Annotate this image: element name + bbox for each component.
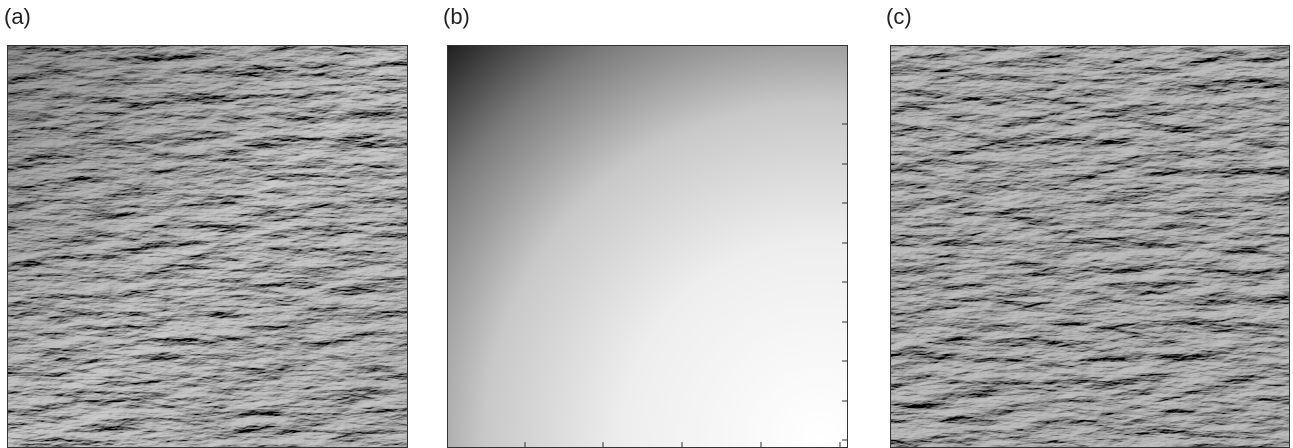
panel-label: (a) [4, 4, 31, 29]
panel-b [447, 45, 848, 448]
panel-label: (c) [886, 4, 912, 29]
illumination-image [447, 45, 848, 448]
panel-a [7, 45, 408, 448]
shading [7, 45, 408, 448]
panel-c [890, 45, 1290, 448]
texture-image [890, 45, 1290, 448]
panel-label: (b) [443, 4, 470, 29]
figure: (a) (b) (c) [0, 0, 1293, 448]
